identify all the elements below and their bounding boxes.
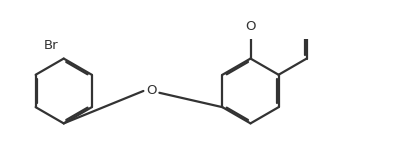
Text: O: O xyxy=(146,85,156,97)
Text: O: O xyxy=(245,20,255,33)
Text: Br: Br xyxy=(44,39,58,52)
